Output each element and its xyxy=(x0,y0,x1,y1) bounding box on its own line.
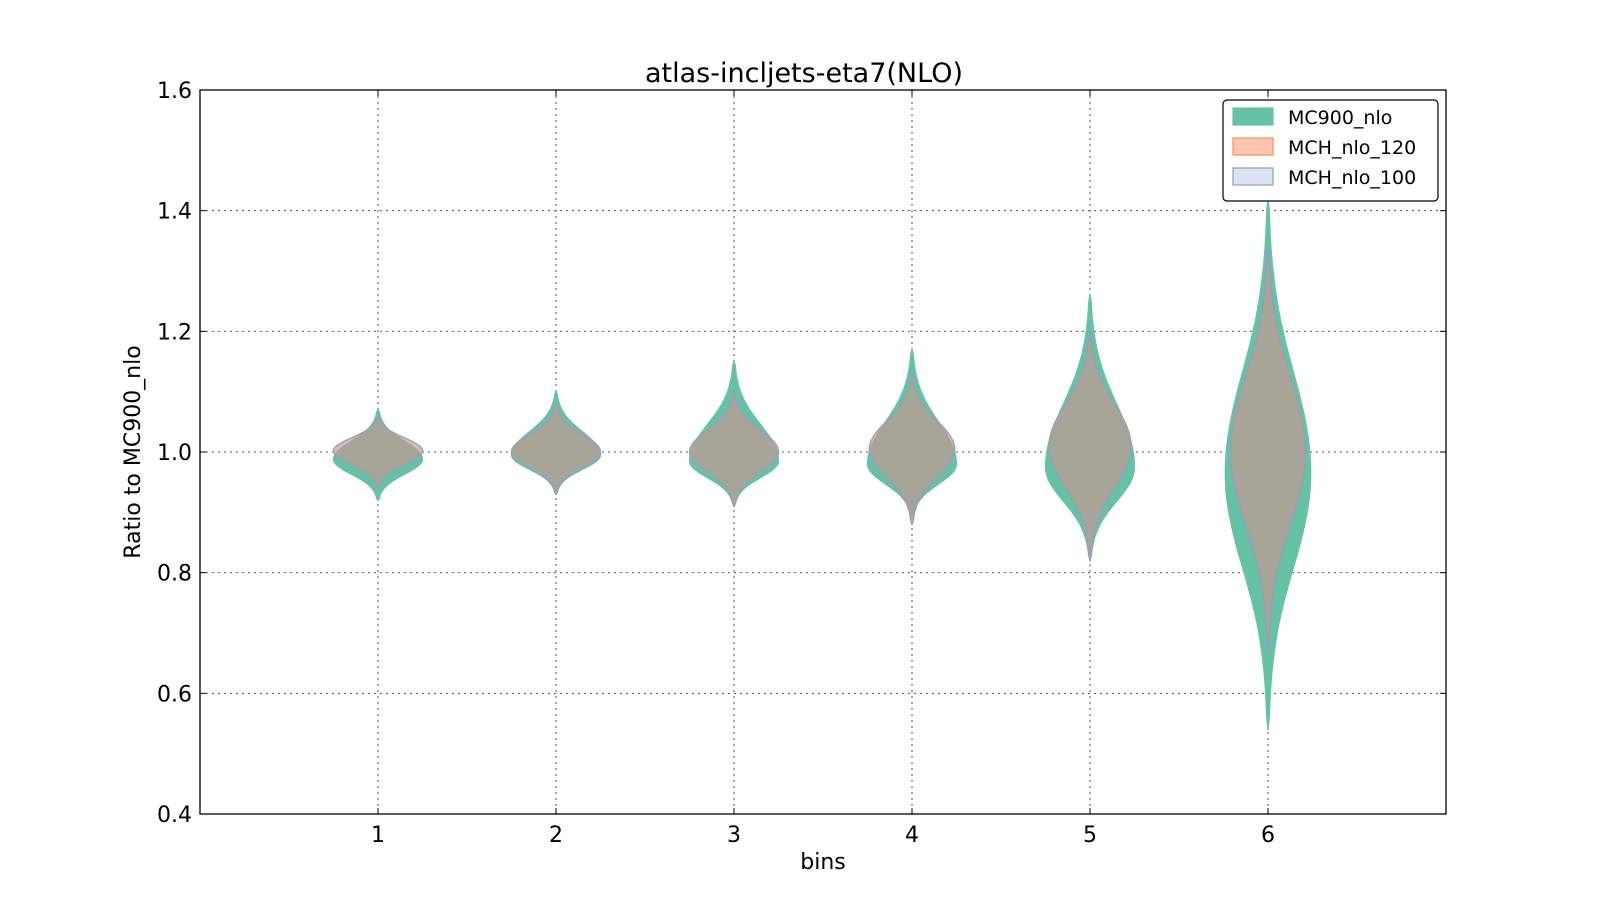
chart-title: atlas-incljets-eta7(NLO) xyxy=(645,58,963,89)
y-axis-ticks: 0.4 0.6 0.8 1.0 1.2 1.4 1.6 xyxy=(157,79,1446,828)
x-tick-label: 1 xyxy=(371,823,385,848)
violin-bin-4 xyxy=(868,373,956,525)
y-tick-label: 1.0 xyxy=(157,441,192,466)
y-tick-label: 0.6 xyxy=(157,682,192,707)
violin-bin-5 xyxy=(1048,330,1132,562)
y-tick-label: 1.2 xyxy=(157,320,192,345)
x-tick-label: 4 xyxy=(905,823,919,848)
y-tick-label: 1.4 xyxy=(157,200,192,225)
x-tick-label: 3 xyxy=(727,823,741,848)
x-axis-title: bins xyxy=(800,850,845,875)
legend-label: MCH_nlo_100 xyxy=(1288,167,1416,189)
violin-bin-2 xyxy=(510,403,602,495)
y-tick-label: 1.6 xyxy=(157,79,192,104)
legend: MC900_nlo MCH_nlo_120 MCH_nlo_100 xyxy=(1222,99,1439,202)
legend-items: MC900_nlo MCH_nlo_120 MCH_nlo_100 xyxy=(1232,107,1416,189)
x-tick-label: 5 xyxy=(1083,823,1097,848)
y-axis-title: Ratio to MC900_nlo xyxy=(121,345,146,558)
legend-label: MC900_nlo xyxy=(1288,107,1392,129)
legend-swatch xyxy=(1232,107,1274,126)
legend-swatch xyxy=(1232,167,1274,186)
violin-bin-1 xyxy=(332,415,424,489)
x-tick-label: 2 xyxy=(549,823,563,848)
violin-bin-6 xyxy=(1230,246,1306,652)
y-tick-label: 0.8 xyxy=(157,562,192,587)
series-MCH_nlo_100 xyxy=(332,246,1306,652)
violins-layer xyxy=(332,198,1312,731)
violin-bin-3 xyxy=(688,391,780,507)
legend-swatch xyxy=(1232,137,1274,156)
legend-label: MCH_nlo_120 xyxy=(1288,137,1416,159)
y-tick-label: 0.4 xyxy=(157,803,192,828)
x-axis-ticks: 1 2 3 4 5 6 xyxy=(371,90,1275,848)
legend-box xyxy=(1222,99,1439,202)
x-tick-label: 6 xyxy=(1261,823,1275,848)
